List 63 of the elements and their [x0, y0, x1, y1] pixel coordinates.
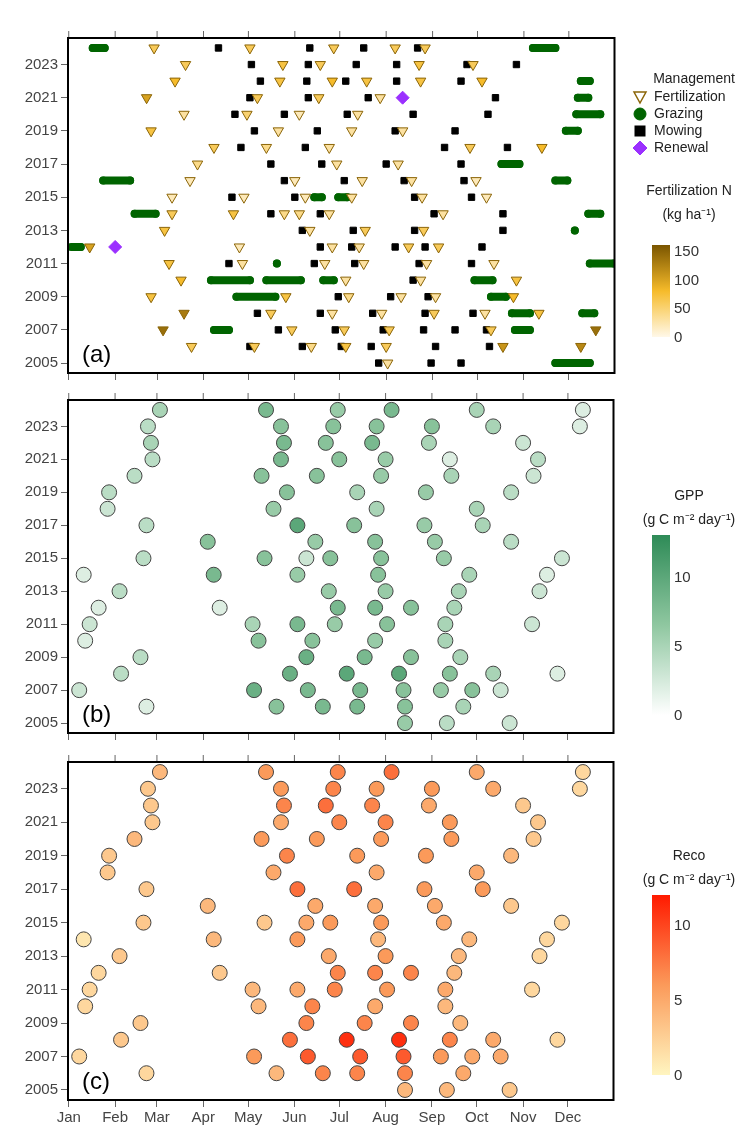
y-tick-label: 2009	[24, 286, 58, 304]
y-tick-label: 2007	[24, 1046, 58, 1064]
y-tick-label: 2023	[24, 778, 58, 796]
annotation: (c)	[82, 1066, 110, 1094]
x-tick-label: Oct	[465, 1108, 490, 1126]
x-tick-label: Dec	[554, 1108, 582, 1126]
x-tick-label: May	[233, 1108, 263, 1126]
y-tick-label: 2015	[24, 548, 58, 566]
color-bar-label: 50	[674, 299, 691, 318]
x-tick-label: Nov	[509, 1108, 537, 1126]
y-tick-label: 2021	[24, 449, 58, 467]
legend-title: Management	[652, 70, 736, 86]
x-tick-label: Feb	[102, 1108, 129, 1126]
x-tick-label: Jul	[329, 1108, 349, 1126]
y-tick-label: 2019	[24, 845, 58, 863]
y-tick-label: 2019	[24, 482, 58, 500]
color-bar-label: 100	[674, 270, 700, 289]
y-tick-label: 2015	[24, 187, 58, 205]
legend-label: Renewal	[654, 139, 709, 156]
y-tick-label: 2013	[24, 581, 58, 599]
color-bar-title: Reco (g C m⁻² day⁻¹)	[641, 846, 737, 889]
annotation: (b)	[82, 699, 112, 727]
y-tick-label: 2013	[24, 220, 58, 238]
y-tick-label: 2007	[24, 680, 58, 698]
y-tick-label: 2023	[24, 416, 58, 434]
y-tick-label: 2007	[24, 320, 58, 338]
x-tick-label: Apr	[191, 1108, 215, 1126]
color-bar-label: 5	[674, 636, 683, 655]
color-bar-title: GPP (g C m⁻² day⁻¹)	[641, 486, 737, 529]
y-tick-label: 2005	[24, 1080, 58, 1098]
x-tick-label: Jan	[56, 1108, 81, 1126]
y-tick-label: 2005	[24, 713, 58, 731]
y-tick-label: 2021	[24, 812, 58, 830]
x-tick-label: Mar	[144, 1108, 170, 1126]
y-tick-label: 2013	[24, 946, 58, 964]
y-tick-label: 2023	[24, 54, 58, 72]
x-tick-label: Aug	[372, 1108, 399, 1126]
legend-label: Mowing	[654, 122, 703, 139]
color-bar-label: 0	[674, 328, 683, 346]
y-tick-label: 2009	[24, 647, 58, 665]
y-tick-label: 2017	[24, 879, 58, 897]
y-tick-label: 2017	[24, 154, 58, 172]
legend-label: Fertilization	[654, 88, 726, 105]
x-tick-label: Sep	[418, 1108, 446, 1126]
color-bar-label: 10	[674, 567, 691, 586]
y-tick-label: 2019	[24, 121, 58, 139]
y-tick-label: 2011	[25, 614, 58, 632]
y-tick-label: 2005	[24, 353, 58, 371]
legend-label: Grazing	[654, 105, 704, 122]
color-bar-title: Fertilization N (kg ha⁻¹)	[645, 181, 733, 224]
y-tick-label: 2015	[24, 912, 58, 930]
y-tick-label: 2011	[25, 979, 58, 997]
color-bar-label: 150	[674, 241, 700, 260]
y-tick-label: 2011	[25, 253, 58, 271]
annotation: (a)	[82, 339, 112, 367]
color-bar-label: 5	[674, 991, 683, 1009]
y-tick-label: 2021	[24, 87, 58, 105]
x-tick-label: Jun	[282, 1108, 307, 1126]
y-tick-label: 2009	[24, 1013, 58, 1031]
y-tick-label: 2017	[24, 515, 58, 533]
color-bar-label: 0	[674, 1066, 683, 1084]
color-bar-label: 10	[674, 916, 691, 934]
color-bar-label: 0	[674, 706, 683, 724]
